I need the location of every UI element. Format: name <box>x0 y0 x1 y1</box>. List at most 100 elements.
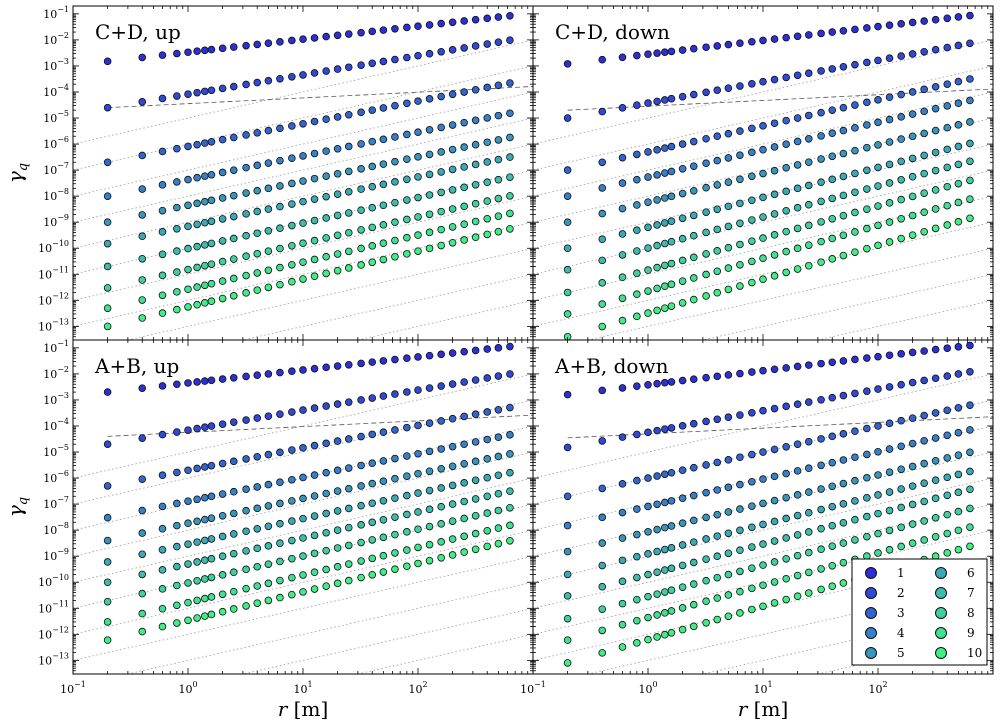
data-point <box>379 457 388 465</box>
data-point <box>633 430 641 439</box>
data-point <box>138 185 147 193</box>
y-tick-label: 10−12 <box>38 291 69 307</box>
data-point <box>563 166 572 174</box>
y-tick-label: 10−4 <box>43 417 69 433</box>
data-point <box>207 196 216 205</box>
data-point <box>310 272 319 281</box>
data-point <box>851 101 859 109</box>
data-point <box>563 114 572 122</box>
data-point <box>748 584 756 593</box>
x-tick-label: 101 <box>753 680 772 696</box>
data-point <box>828 358 837 367</box>
data-point <box>644 502 652 511</box>
data-point <box>563 192 572 200</box>
data-point <box>322 269 330 278</box>
data-point <box>299 239 307 248</box>
data-point <box>885 179 894 187</box>
data-point <box>218 215 227 223</box>
data-point <box>357 108 365 117</box>
data-point <box>839 103 848 112</box>
tick-label-exponent: −9 <box>57 213 69 222</box>
data-point <box>653 611 661 619</box>
data-point <box>885 545 894 554</box>
data-point <box>678 519 687 528</box>
data-point <box>954 142 963 151</box>
data-point <box>770 537 779 545</box>
data-point <box>357 359 365 368</box>
data-point <box>667 192 676 201</box>
data-point <box>207 535 216 543</box>
data-point <box>770 190 779 199</box>
data-point <box>689 274 698 282</box>
data-point <box>310 549 319 558</box>
data-point <box>713 510 722 519</box>
data-point <box>403 491 411 500</box>
data-point <box>333 579 342 588</box>
data-point <box>379 551 388 560</box>
data-point <box>598 322 607 331</box>
data-point <box>276 368 284 377</box>
data-point <box>193 424 201 433</box>
data-point <box>678 466 687 475</box>
data-point <box>201 423 209 432</box>
dotted-guide-line <box>533 143 993 249</box>
data-point <box>851 476 859 485</box>
data-point <box>817 565 825 573</box>
legend-marker <box>865 587 877 599</box>
tick-label-base: 10 <box>43 138 57 151</box>
series-q2 <box>563 368 974 452</box>
tick-label-exponent: −11 <box>52 599 69 608</box>
data-point <box>193 173 201 182</box>
data-point <box>448 46 457 54</box>
data-point <box>839 539 848 547</box>
data-point <box>437 168 445 176</box>
data-point <box>724 570 733 579</box>
data-point <box>193 47 201 56</box>
data-point <box>184 519 192 528</box>
data-point <box>299 552 307 560</box>
data-point <box>931 374 940 383</box>
data-point <box>483 83 492 92</box>
data-point <box>201 218 209 227</box>
data-point <box>357 261 365 269</box>
data-point <box>678 494 687 503</box>
tick-label-base: 10 <box>753 683 767 696</box>
data-point <box>322 565 330 574</box>
data-point <box>653 49 661 57</box>
data-point <box>661 261 669 270</box>
data-point <box>770 166 779 175</box>
data-point <box>357 501 365 510</box>
data-point <box>218 294 227 303</box>
data-point <box>229 255 238 263</box>
data-point <box>653 472 661 480</box>
x-tick-label: 101 <box>293 680 312 696</box>
data-point <box>804 437 813 446</box>
y-axis-label-var: γ <box>3 505 27 517</box>
data-point <box>242 163 250 172</box>
data-point <box>863 450 871 459</box>
series-q3 <box>103 79 514 167</box>
data-point <box>943 14 952 23</box>
data-point <box>344 504 353 513</box>
data-point <box>299 119 307 128</box>
data-point <box>736 151 744 159</box>
data-point <box>158 181 167 189</box>
data-point <box>702 134 710 143</box>
data-point <box>344 228 353 237</box>
data-point <box>184 497 192 505</box>
data-point <box>253 452 262 461</box>
data-point <box>276 244 284 253</box>
data-point <box>310 117 319 126</box>
data-point <box>678 92 687 101</box>
data-point <box>748 37 756 46</box>
data-point <box>494 344 503 352</box>
tick-label-exponent: −1 <box>57 5 69 14</box>
data-point <box>138 314 147 322</box>
data-point <box>158 291 167 300</box>
data-point <box>471 529 480 538</box>
data-point <box>506 468 514 477</box>
data-point <box>471 410 480 419</box>
data-point <box>310 512 319 520</box>
data-point <box>851 188 859 197</box>
